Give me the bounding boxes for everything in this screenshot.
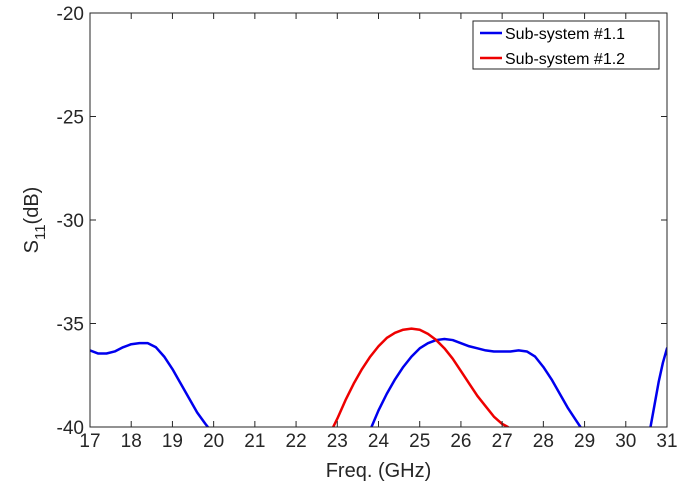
series-line-sub-system-1-2 bbox=[331, 327, 510, 427]
y-tick-label: -30 bbox=[57, 211, 84, 232]
legend-label-sub-system-1-1: Sub-system #1.1 bbox=[505, 26, 625, 43]
x-tick-label: 18 bbox=[121, 431, 142, 452]
y-tick-label: -40 bbox=[57, 418, 84, 439]
x-tick-label: 27 bbox=[492, 431, 513, 452]
x-tick-label: 30 bbox=[615, 431, 636, 452]
x-tick-label: 22 bbox=[286, 431, 307, 452]
x-tick-label: 24 bbox=[368, 431, 390, 452]
legend-box bbox=[472, 20, 660, 70]
y-axis-label: S11(dB) bbox=[21, 187, 49, 254]
series-line-sub-system-1-1 bbox=[90, 341, 210, 427]
x-tick-label: 20 bbox=[203, 431, 224, 452]
x-tick-label: 19 bbox=[162, 431, 183, 452]
x-tick-label: 26 bbox=[450, 431, 471, 452]
x-tick-label: 29 bbox=[574, 431, 595, 452]
y-axis-label-main: S bbox=[21, 240, 43, 253]
x-axis-label: Freq. (GHz) bbox=[326, 460, 432, 482]
x-tick-label: 28 bbox=[533, 431, 554, 452]
x-tick-label: 21 bbox=[244, 431, 265, 452]
y-axis-label-subscript: 11 bbox=[32, 224, 49, 240]
x-tick-label: 25 bbox=[409, 431, 430, 452]
y-tick-label: -25 bbox=[57, 108, 84, 129]
y-axis-label-unit: (dB) bbox=[21, 187, 43, 225]
series-line-sub-system-1-1 bbox=[370, 337, 582, 427]
plot-area bbox=[90, 13, 667, 427]
x-tick-label: 17 bbox=[79, 431, 100, 452]
legend: Sub-system #1.1 Sub-system #1.2 bbox=[472, 20, 660, 70]
x-tick-label: 31 bbox=[656, 431, 677, 452]
x-tick-label: 23 bbox=[327, 431, 348, 452]
series-line-sub-system-1-1 bbox=[649, 347, 667, 427]
y-tick-label: -35 bbox=[57, 315, 84, 336]
legend-label-sub-system-1-2: Sub-system #1.2 bbox=[505, 51, 625, 68]
y-tick-label: -20 bbox=[57, 4, 84, 25]
